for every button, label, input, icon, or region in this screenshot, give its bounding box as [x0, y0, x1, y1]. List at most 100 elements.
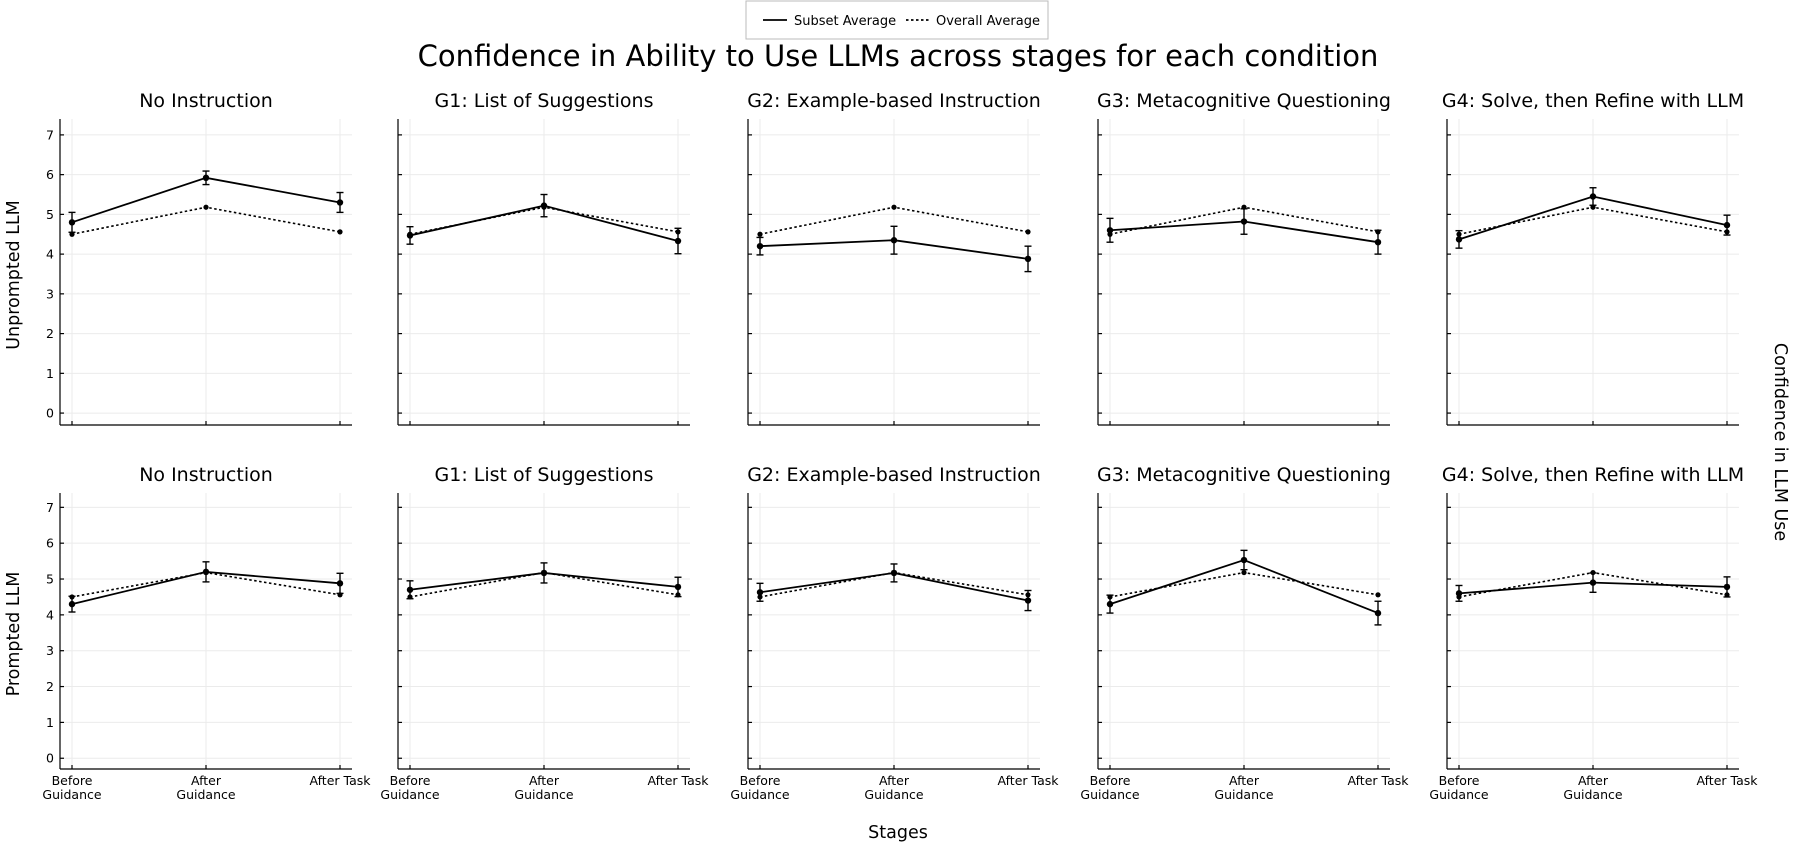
overall-average-point — [891, 204, 897, 210]
x-tick-label-line: Guidance — [380, 787, 439, 802]
overall-average-point — [757, 231, 763, 237]
subset-average-point — [202, 568, 210, 576]
x-tick-label: Before Guidance — [730, 773, 789, 802]
x-tick-label-line: After — [1578, 773, 1609, 788]
y-tick-label: 4 — [46, 607, 54, 622]
subset-average-point — [1240, 556, 1248, 564]
x-tick-label-line: After — [191, 773, 222, 788]
subset-average-point — [1024, 597, 1032, 604]
overall-average-point — [1241, 569, 1247, 576]
subset-average-point — [1024, 255, 1032, 263]
subset-average-point — [1589, 193, 1597, 200]
x-tick-label: After Guidance — [864, 773, 923, 802]
legend-frame — [745, 0, 1049, 40]
subset-average-point — [1723, 221, 1731, 229]
y-tick-label: 2 — [46, 679, 54, 694]
panel-r1-c4: G3: Metacognitive Questioning — [1097, 90, 1391, 426]
x-tick-label-line: Before — [1439, 773, 1480, 788]
subset-average-point — [1106, 227, 1114, 234]
x-tick-label-line: Before — [52, 773, 93, 788]
x-tick-label-line: Guidance — [42, 787, 101, 802]
y-tick-label: 1 — [46, 366, 54, 381]
overall-average-point — [337, 229, 343, 235]
subset-average-point — [674, 583, 682, 591]
x-tick-label-line: Before — [1090, 773, 1131, 788]
row-label-2: Prompted LLM — [4, 572, 24, 697]
y-tick-label: 3 — [46, 286, 54, 301]
y-tick-label: 2 — [46, 326, 54, 341]
panel-title: G4: Solve, then Refine with LLM — [1442, 90, 1744, 112]
x-tick-label-line: Guidance — [1214, 787, 1273, 802]
x-tick-label-line: Before — [390, 773, 431, 788]
subset-average-point — [540, 202, 548, 209]
panel-title: No Instruction — [139, 464, 273, 486]
x-axis-label: Stages — [868, 823, 928, 843]
x-tick-label: Before Guidance — [1429, 773, 1488, 802]
legend-overall-label: Overall Average — [936, 14, 1040, 29]
x-tick-label-line: After — [529, 773, 560, 788]
subset-average-point — [1589, 579, 1597, 586]
x-tick-label: After Guidance — [1563, 773, 1622, 802]
x-tick-label: After Guidance — [176, 773, 235, 802]
x-tick-label: After Guidance — [1214, 773, 1273, 802]
subset-average-point — [1455, 590, 1463, 597]
subset-average-point — [336, 199, 344, 206]
y-tick-label: 4 — [46, 247, 54, 262]
y-tick-label: 1 — [46, 715, 54, 730]
x-tick-label: After Task — [310, 773, 372, 788]
x-tick-label: After Task — [998, 773, 1060, 788]
x-tick-label-line: After — [1229, 773, 1260, 788]
x-tick-label: Before Guidance — [380, 773, 439, 802]
subset-average-point — [202, 174, 210, 182]
x-tick-label-line: Guidance — [1563, 787, 1622, 802]
right-axis-label: Confidence in LLM Use — [1770, 343, 1790, 541]
subset-average-point — [406, 586, 414, 593]
x-tick-label-line: Guidance — [176, 787, 235, 802]
y-tick-label: 7 — [46, 500, 54, 515]
legend: Subset Average Overall Average — [745, 0, 1049, 40]
subset-average-point — [674, 237, 682, 245]
x-tick-label: Before Guidance — [1080, 773, 1139, 802]
panel-title: G2: Example-based Instruction — [747, 90, 1041, 112]
x-tick-label-line: After — [879, 773, 910, 788]
x-tick-label-line: Guidance — [1080, 787, 1139, 802]
panel-r1-c5: G4: Solve, then Refine with LLM — [1442, 90, 1744, 426]
x-tick-label: Before Guidance — [42, 773, 101, 802]
x-tick-label-line: Guidance — [730, 787, 789, 802]
subset-average-point — [1240, 218, 1248, 225]
panel-title: G3: Metacognitive Questioning — [1097, 464, 1391, 486]
x-tick-label-line: Guidance — [514, 787, 573, 802]
subset-average-point — [1374, 238, 1382, 246]
subset-average-point — [756, 589, 764, 596]
x-tick-label-line: After Task — [648, 773, 710, 788]
row-label-1: Unprompted LLM — [4, 200, 24, 350]
subset-average-point — [1106, 600, 1114, 608]
subset-average-point — [1723, 583, 1731, 591]
subset-average-point — [540, 569, 548, 577]
panel-title: G2: Example-based Instruction — [747, 464, 1041, 486]
y-tick-label: 5 — [46, 207, 54, 222]
legend-subset-label: Subset Average — [794, 14, 896, 29]
overall-average-point — [1025, 229, 1031, 235]
y-tick-label: 3 — [46, 643, 54, 658]
subset-average-point — [68, 219, 76, 226]
y-tick-label: 5 — [46, 572, 54, 587]
y-tick-label: 7 — [46, 127, 54, 142]
panel-r1-c2: G1: List of Suggestions — [397, 90, 690, 426]
x-tick-label: After Task — [648, 773, 710, 788]
x-tick-label: After Guidance — [514, 773, 573, 802]
y-tick-label: 6 — [46, 167, 54, 182]
overall-average-point — [203, 204, 209, 210]
subset-average-point — [890, 569, 898, 577]
panel-grid: Unprompted LLM 0 1 2 3 4 5 6 7 No Instruction G1: … — [4, 90, 1758, 802]
x-tick-label-line: Before — [740, 773, 781, 788]
figure-title: Confidence in Ability to Use LLMs across… — [418, 39, 1379, 73]
panel-r1-c3: G2: Example-based Instruction — [747, 90, 1041, 426]
panel-title: G1: List of Suggestions — [435, 464, 654, 486]
x-tick-label: After Task — [1348, 773, 1410, 788]
